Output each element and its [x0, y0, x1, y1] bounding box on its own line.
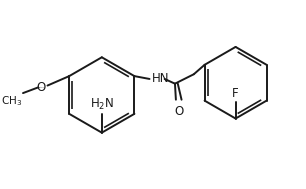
Text: HN: HN — [151, 72, 169, 85]
Text: O: O — [36, 81, 46, 94]
Text: methoxy: methoxy — [39, 87, 46, 88]
Text: CH$_3$: CH$_3$ — [1, 94, 22, 108]
Text: H$_2$N: H$_2$N — [90, 97, 114, 112]
Text: O: O — [174, 105, 183, 118]
Text: F: F — [232, 87, 239, 100]
